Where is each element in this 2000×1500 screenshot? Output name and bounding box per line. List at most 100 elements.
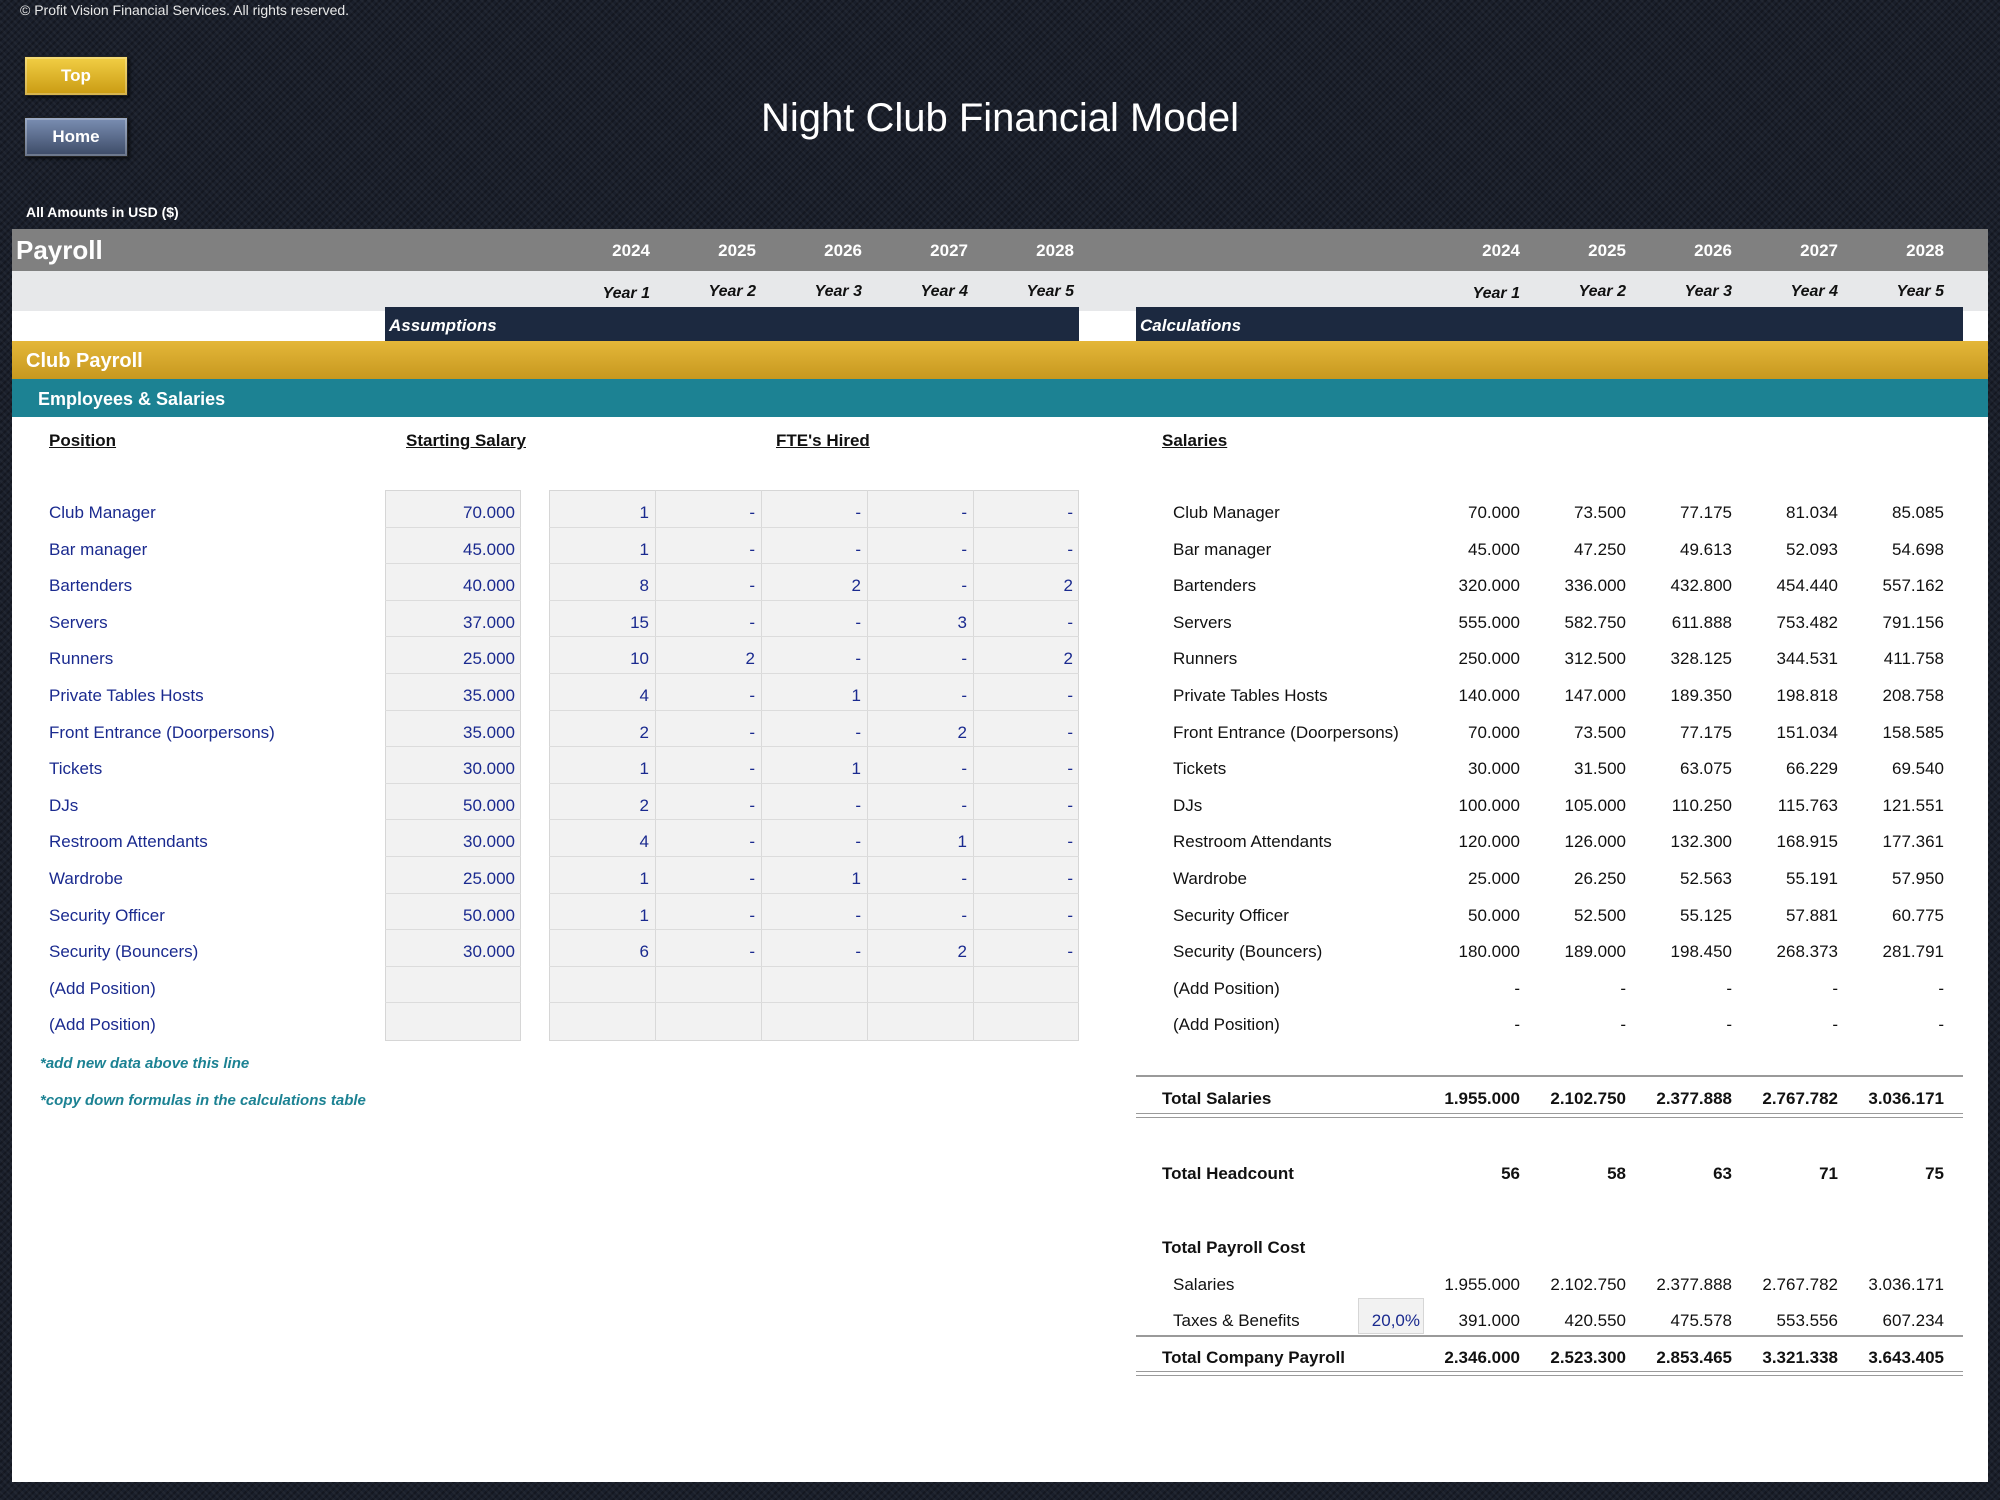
fte-hired-value[interactable]: 2 [957, 942, 967, 961]
fte-hired-value[interactable]: - [961, 796, 967, 815]
fte-hired-value[interactable]: - [749, 686, 755, 705]
calc-position-name: Wardrobe [1173, 869, 1248, 888]
position-name[interactable]: Security (Bouncers) [49, 942, 199, 961]
starting-salary-value[interactable]: 70.000 [463, 503, 515, 522]
home-button[interactable]: Home [24, 117, 128, 157]
fte-hired-value[interactable]: - [749, 540, 755, 559]
starting-salary-value[interactable]: 45.000 [463, 540, 515, 559]
fte-hired-value[interactable]: 2 [1063, 576, 1073, 595]
starting-salary-value[interactable]: 30.000 [463, 832, 515, 851]
fte-hired-value[interactable]: - [1067, 942, 1073, 961]
fte-hired-value[interactable]: - [1067, 796, 1073, 815]
fte-hired-value[interactable]: - [1067, 540, 1073, 559]
fte-hired-value[interactable]: 1 [851, 686, 861, 705]
position-name[interactable]: (Add Position) [49, 979, 156, 998]
fte-hired-value[interactable]: - [1067, 759, 1073, 778]
fte-hired-value[interactable]: - [749, 759, 755, 778]
fte-hired-value[interactable]: 2 [1063, 649, 1073, 668]
total-salaries-value: 3.036.171 [1868, 1089, 1944, 1108]
fte-hired-value[interactable]: - [961, 906, 967, 925]
fte-hired-value[interactable]: - [1067, 613, 1073, 632]
starting-salary-value[interactable]: 37.000 [463, 613, 515, 632]
fte-hired-value[interactable]: 10 [630, 649, 649, 668]
fte-hired-value[interactable]: - [855, 942, 861, 961]
fte-hired-value[interactable]: - [961, 869, 967, 888]
fte-hired-value[interactable]: 1 [639, 540, 649, 559]
fte-hired-value[interactable]: - [1067, 906, 1073, 925]
position-name[interactable]: Runners [49, 649, 114, 668]
position-name[interactable]: Security Officer [49, 906, 165, 925]
starting-salary-value[interactable]: 35.000 [463, 686, 515, 705]
fte-hired-value[interactable]: - [961, 576, 967, 595]
fte-hired-value[interactable]: - [855, 540, 861, 559]
position-name[interactable]: Front Entrance (Doorpersons) [49, 723, 275, 742]
fte-hired-value[interactable]: - [749, 869, 755, 888]
fte-hired-value[interactable]: - [749, 576, 755, 595]
fte-hired-value[interactable]: - [961, 503, 967, 522]
fte-hired-value[interactable]: 2 [639, 796, 649, 815]
fte-hired-value[interactable]: 1 [957, 832, 967, 851]
fte-hired-value[interactable]: - [1067, 723, 1073, 742]
fte-hired-value[interactable]: - [1067, 503, 1073, 522]
fte-hired-value[interactable]: 8 [639, 576, 649, 595]
fte-hired-value[interactable]: - [1067, 832, 1073, 851]
fte-hired-value[interactable]: - [961, 759, 967, 778]
fte-hired-value[interactable]: 15 [630, 613, 649, 632]
tax-rate-value[interactable]: 20,0% [1371, 1311, 1420, 1330]
fte-hired-value[interactable]: 3 [957, 613, 967, 632]
position-name[interactable]: Private Tables Hosts [49, 686, 204, 705]
fte-hired-value[interactable]: - [855, 796, 861, 815]
position-name[interactable]: Tickets [49, 759, 103, 778]
fte-hired-value[interactable]: - [961, 649, 967, 668]
starting-salary-value[interactable]: 50.000 [463, 906, 515, 925]
fte-hired-value[interactable]: 1 [639, 503, 649, 522]
position-name[interactable]: Bar manager [49, 540, 148, 559]
fte-hired-value[interactable]: - [749, 613, 755, 632]
fte-hired-value[interactable]: - [1067, 686, 1073, 705]
fte-hired-value[interactable]: - [855, 723, 861, 742]
starting-salary-value[interactable]: 50.000 [463, 796, 515, 815]
starting-salary-value[interactable]: 30.000 [463, 759, 515, 778]
position-name[interactable]: Servers [49, 613, 108, 632]
position-name[interactable]: Restroom Attendants [49, 832, 208, 851]
fte-hired-value[interactable]: - [855, 613, 861, 632]
fte-hired-value[interactable]: - [749, 942, 755, 961]
fte-hired-value[interactable]: - [855, 503, 861, 522]
fte-hired-value[interactable]: 1 [639, 759, 649, 778]
starting-salary-value[interactable]: 25.000 [463, 649, 515, 668]
total-salaries-value: 1.955.000 [1444, 1089, 1520, 1108]
fte-hired-value[interactable]: 1 [851, 759, 861, 778]
starting-salary-value[interactable]: 40.000 [463, 576, 515, 595]
position-name[interactable]: Club Manager [49, 503, 156, 522]
fte-hired-value[interactable]: - [749, 832, 755, 851]
fte-hired-value[interactable]: - [1067, 869, 1073, 888]
fte-hired-value[interactable]: 2 [957, 723, 967, 742]
top-button[interactable]: Top [24, 56, 128, 96]
position-name[interactable]: (Add Position) [49, 1015, 156, 1034]
fte-hired-value[interactable]: 2 [745, 649, 755, 668]
starting-salary-value[interactable]: 25.000 [463, 869, 515, 888]
fte-hired-value[interactable]: - [855, 832, 861, 851]
fte-hired-value[interactable]: 2 [851, 576, 861, 595]
fte-hired-value[interactable]: - [749, 503, 755, 522]
fte-hired-value[interactable]: - [855, 649, 861, 668]
fte-hired-value[interactable]: 1 [851, 869, 861, 888]
fte-hired-value[interactable]: - [749, 906, 755, 925]
fte-hired-value[interactable]: 1 [639, 869, 649, 888]
fte-hired-value[interactable]: - [749, 723, 755, 742]
position-name[interactable]: Wardrobe [49, 869, 124, 888]
position-name[interactable]: DJs [49, 796, 79, 815]
position-name[interactable]: Bartenders [49, 576, 133, 595]
fte-hired-value[interactable]: - [961, 540, 967, 559]
fte-hired-value[interactable]: 4 [639, 686, 649, 705]
fte-hired-value[interactable]: 1 [639, 906, 649, 925]
tax-rate-input-box[interactable] [1358, 1298, 1424, 1334]
starting-salary-value[interactable]: 30.000 [463, 942, 515, 961]
starting-salary-value[interactable]: 35.000 [463, 723, 515, 742]
fte-hired-value[interactable]: 2 [639, 723, 649, 742]
fte-hired-value[interactable]: - [961, 686, 967, 705]
fte-hired-value[interactable]: - [749, 796, 755, 815]
fte-hired-value[interactable]: 6 [639, 942, 649, 961]
fte-hired-value[interactable]: 4 [639, 832, 649, 851]
fte-hired-value[interactable]: - [855, 906, 861, 925]
